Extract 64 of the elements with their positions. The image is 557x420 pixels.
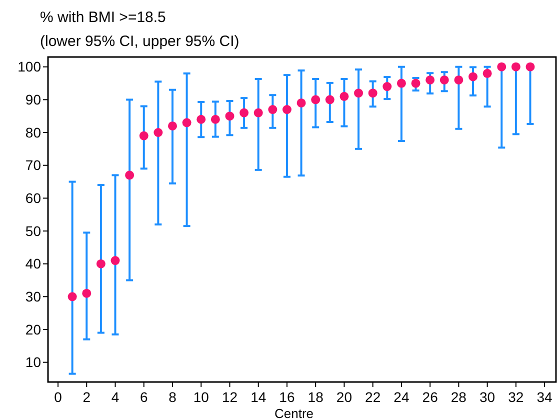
point	[354, 88, 364, 98]
point	[196, 114, 206, 124]
x-axis-title: Centre	[274, 406, 314, 420]
point	[182, 118, 192, 128]
y-tick-label: 50	[25, 222, 42, 239]
point	[210, 114, 220, 124]
x-tick-label: 32	[508, 389, 524, 405]
x-tick-label: 12	[222, 389, 238, 405]
x-tick-label: 28	[450, 389, 467, 405]
point	[96, 259, 106, 268]
point	[382, 82, 392, 92]
x-tick-label: 20	[336, 389, 352, 405]
point	[368, 88, 378, 98]
point	[426, 75, 435, 84]
x-tick-label: 0	[54, 389, 62, 405]
point	[154, 128, 163, 138]
x-tick-label: 14	[250, 389, 266, 405]
chart-title: % with BMI >=18.5	[40, 9, 166, 26]
point	[497, 62, 506, 72]
x-tick-label: 6	[140, 389, 148, 405]
x-tick-label: 34	[536, 389, 553, 405]
point	[325, 95, 334, 104]
point	[511, 62, 520, 72]
x-tick-label: 26	[422, 389, 438, 405]
point	[526, 62, 535, 72]
y-tick-label: 10	[25, 354, 42, 370]
point	[254, 108, 263, 118]
x-tick-label: 18	[308, 389, 324, 405]
y-tick-label: 30	[25, 288, 42, 305]
point	[440, 75, 449, 84]
x-tick-label: 16	[279, 389, 295, 405]
point	[454, 75, 464, 84]
y-tick-label: 60	[25, 190, 42, 206]
point	[240, 108, 249, 118]
x-tick-label: 30	[480, 389, 496, 405]
point	[168, 121, 177, 130]
y-tick-label: 20	[25, 321, 42, 338]
x-tick-label: 2	[82, 389, 91, 405]
point	[311, 95, 320, 104]
point	[225, 112, 234, 121]
x-tick-label: 24	[394, 389, 410, 405]
point	[411, 78, 420, 88]
point	[125, 170, 134, 180]
x-tick-label: 8	[168, 389, 177, 405]
point	[396, 78, 406, 88]
point	[268, 105, 278, 114]
point	[340, 92, 349, 101]
point	[82, 288, 92, 298]
x-tick-label: 22	[365, 389, 381, 405]
y-tick-label: 70	[25, 157, 42, 174]
point	[110, 256, 120, 266]
y-tick-label: 40	[25, 256, 42, 272]
y-tick-label: 80	[25, 124, 42, 140]
point	[296, 98, 306, 108]
point	[468, 72, 478, 82]
point	[68, 292, 77, 302]
point	[282, 105, 292, 114]
x-tick-label: 10	[193, 389, 210, 405]
point	[482, 68, 492, 78]
y-tick-label: 90	[25, 92, 42, 108]
chart-subtitle: (lower 95% CI, upper 95% CI)	[40, 33, 240, 50]
x-tick-label: 4	[111, 389, 120, 405]
point	[139, 131, 148, 140]
y-tick-label: 100	[18, 58, 42, 75]
